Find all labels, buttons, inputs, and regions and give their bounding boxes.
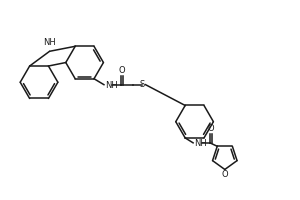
Text: NH: NH [105, 81, 118, 90]
Text: O: O [221, 170, 228, 179]
Text: NH: NH [43, 38, 56, 47]
Text: O: O [208, 124, 214, 133]
Text: S: S [140, 80, 145, 89]
Text: NH: NH [194, 139, 207, 148]
Text: O: O [118, 66, 125, 75]
